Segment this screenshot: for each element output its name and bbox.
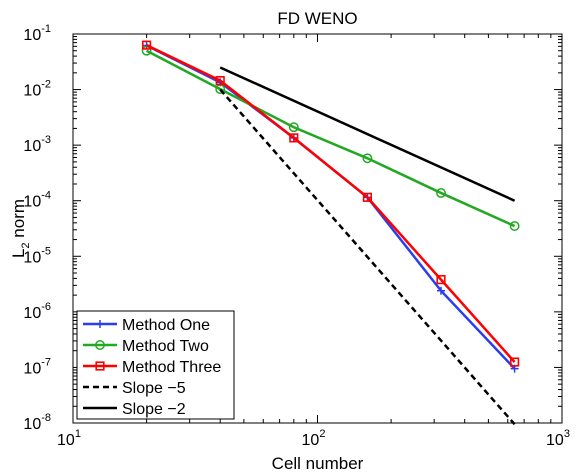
x-tick-label: 102: [302, 428, 326, 449]
series-3: [219, 88, 516, 426]
y-tick-label-exponent: -4: [41, 190, 51, 202]
chart-title: FD WENO: [277, 9, 357, 28]
y-tick-label-base: 10: [23, 138, 41, 155]
x-tick-label-base: 10: [302, 432, 320, 449]
y-tick-label-base: 10: [23, 416, 41, 433]
x-axis-title: Cell number: [272, 454, 364, 473]
y-tick-label-exponent: -3: [41, 134, 51, 146]
series-1: [141, 45, 520, 232]
y-tick-label-exponent: -1: [41, 23, 51, 35]
series-layer: [141, 40, 520, 426]
series-line: [146, 44, 516, 363]
legend-entry-2: Method Three: [83, 359, 221, 376]
x-tick-label-base: 10: [57, 432, 75, 449]
y-tick-label-exponent: -6: [41, 301, 51, 313]
legend-label: Method Two: [122, 338, 209, 355]
series-2: [142, 40, 520, 367]
y-tick-label-base: 10: [23, 249, 41, 266]
legend-marker: [96, 320, 104, 328]
y-tick-label-base: 10: [23, 27, 41, 44]
y-tick-label-exponent: -7: [41, 356, 51, 368]
x-tick-label-base: 10: [546, 432, 564, 449]
data-point: [362, 153, 373, 164]
x-tick-label: 103: [546, 428, 570, 449]
y-tick-label-exponent: -2: [41, 79, 51, 91]
legend-marker: [95, 340, 105, 350]
y-axis-title-rest: norm: [9, 199, 28, 242]
y-tick-label: 10-2: [23, 79, 51, 100]
data-point: [509, 221, 520, 232]
data-point: [215, 76, 225, 86]
x-tick-label-exponent: 2: [319, 428, 325, 440]
legend-entry-4: Slope −2: [83, 401, 186, 418]
legend-marker: [95, 361, 105, 371]
y-tick-label: 10-1: [23, 23, 51, 44]
y-tick-label-base: 10: [23, 360, 41, 377]
y-axis-title-main: L: [9, 249, 28, 258]
legend-label: Slope −5: [122, 380, 186, 397]
y-tick-label-base: 10: [23, 305, 41, 322]
axis-tick-labels: 101 102 10310-810-710-610-510-410-310-210-…: [23, 23, 570, 449]
y-tick-label: 10-4: [23, 190, 51, 211]
y-tick-label: 10-5: [23, 245, 51, 266]
legend-label: Slope −2: [122, 401, 186, 418]
legend-entry-3: Slope −5: [83, 380, 186, 397]
data-point: [288, 122, 299, 133]
y-tick-label: 10-7: [23, 356, 51, 377]
y-tick-label-exponent: -8: [41, 412, 51, 424]
y-tick-label: 10-6: [23, 301, 51, 322]
y-axis-title-subscript: 2: [20, 242, 32, 248]
series-line: [219, 66, 516, 202]
y-tick-label: 10-8: [23, 412, 51, 433]
legend-entry-0: Method One: [83, 317, 210, 334]
data-point: [437, 286, 446, 295]
y-tick-label: 10-3: [23, 134, 51, 155]
x-tick-label-exponent: 1: [75, 428, 81, 440]
data-point: [436, 187, 446, 198]
x-tick-label-exponent: 3: [564, 428, 570, 440]
x-tick-label: 101: [57, 428, 81, 449]
y-axis-title: L2 norm: [9, 199, 32, 258]
data-point: [289, 133, 299, 143]
legend: Method One Method Two Method Three Slope −5…: [76, 310, 235, 420]
legend-label: Method One: [122, 317, 210, 334]
data-point: [362, 192, 373, 202]
legend-label: Method Three: [122, 359, 221, 376]
y-tick-label-base: 10: [23, 83, 41, 100]
series-line: [219, 88, 516, 426]
series-line: [146, 49, 516, 228]
data-point: [510, 357, 520, 367]
legend-entry-1: Method Two: [83, 338, 209, 355]
data-point: [436, 275, 446, 285]
data-point: [142, 40, 152, 50]
y-tick-label-base: 10: [23, 194, 41, 211]
y-tick-label-exponent: -5: [41, 245, 51, 257]
series-4: [219, 66, 516, 202]
axis-ticks: [72, 34, 562, 424]
